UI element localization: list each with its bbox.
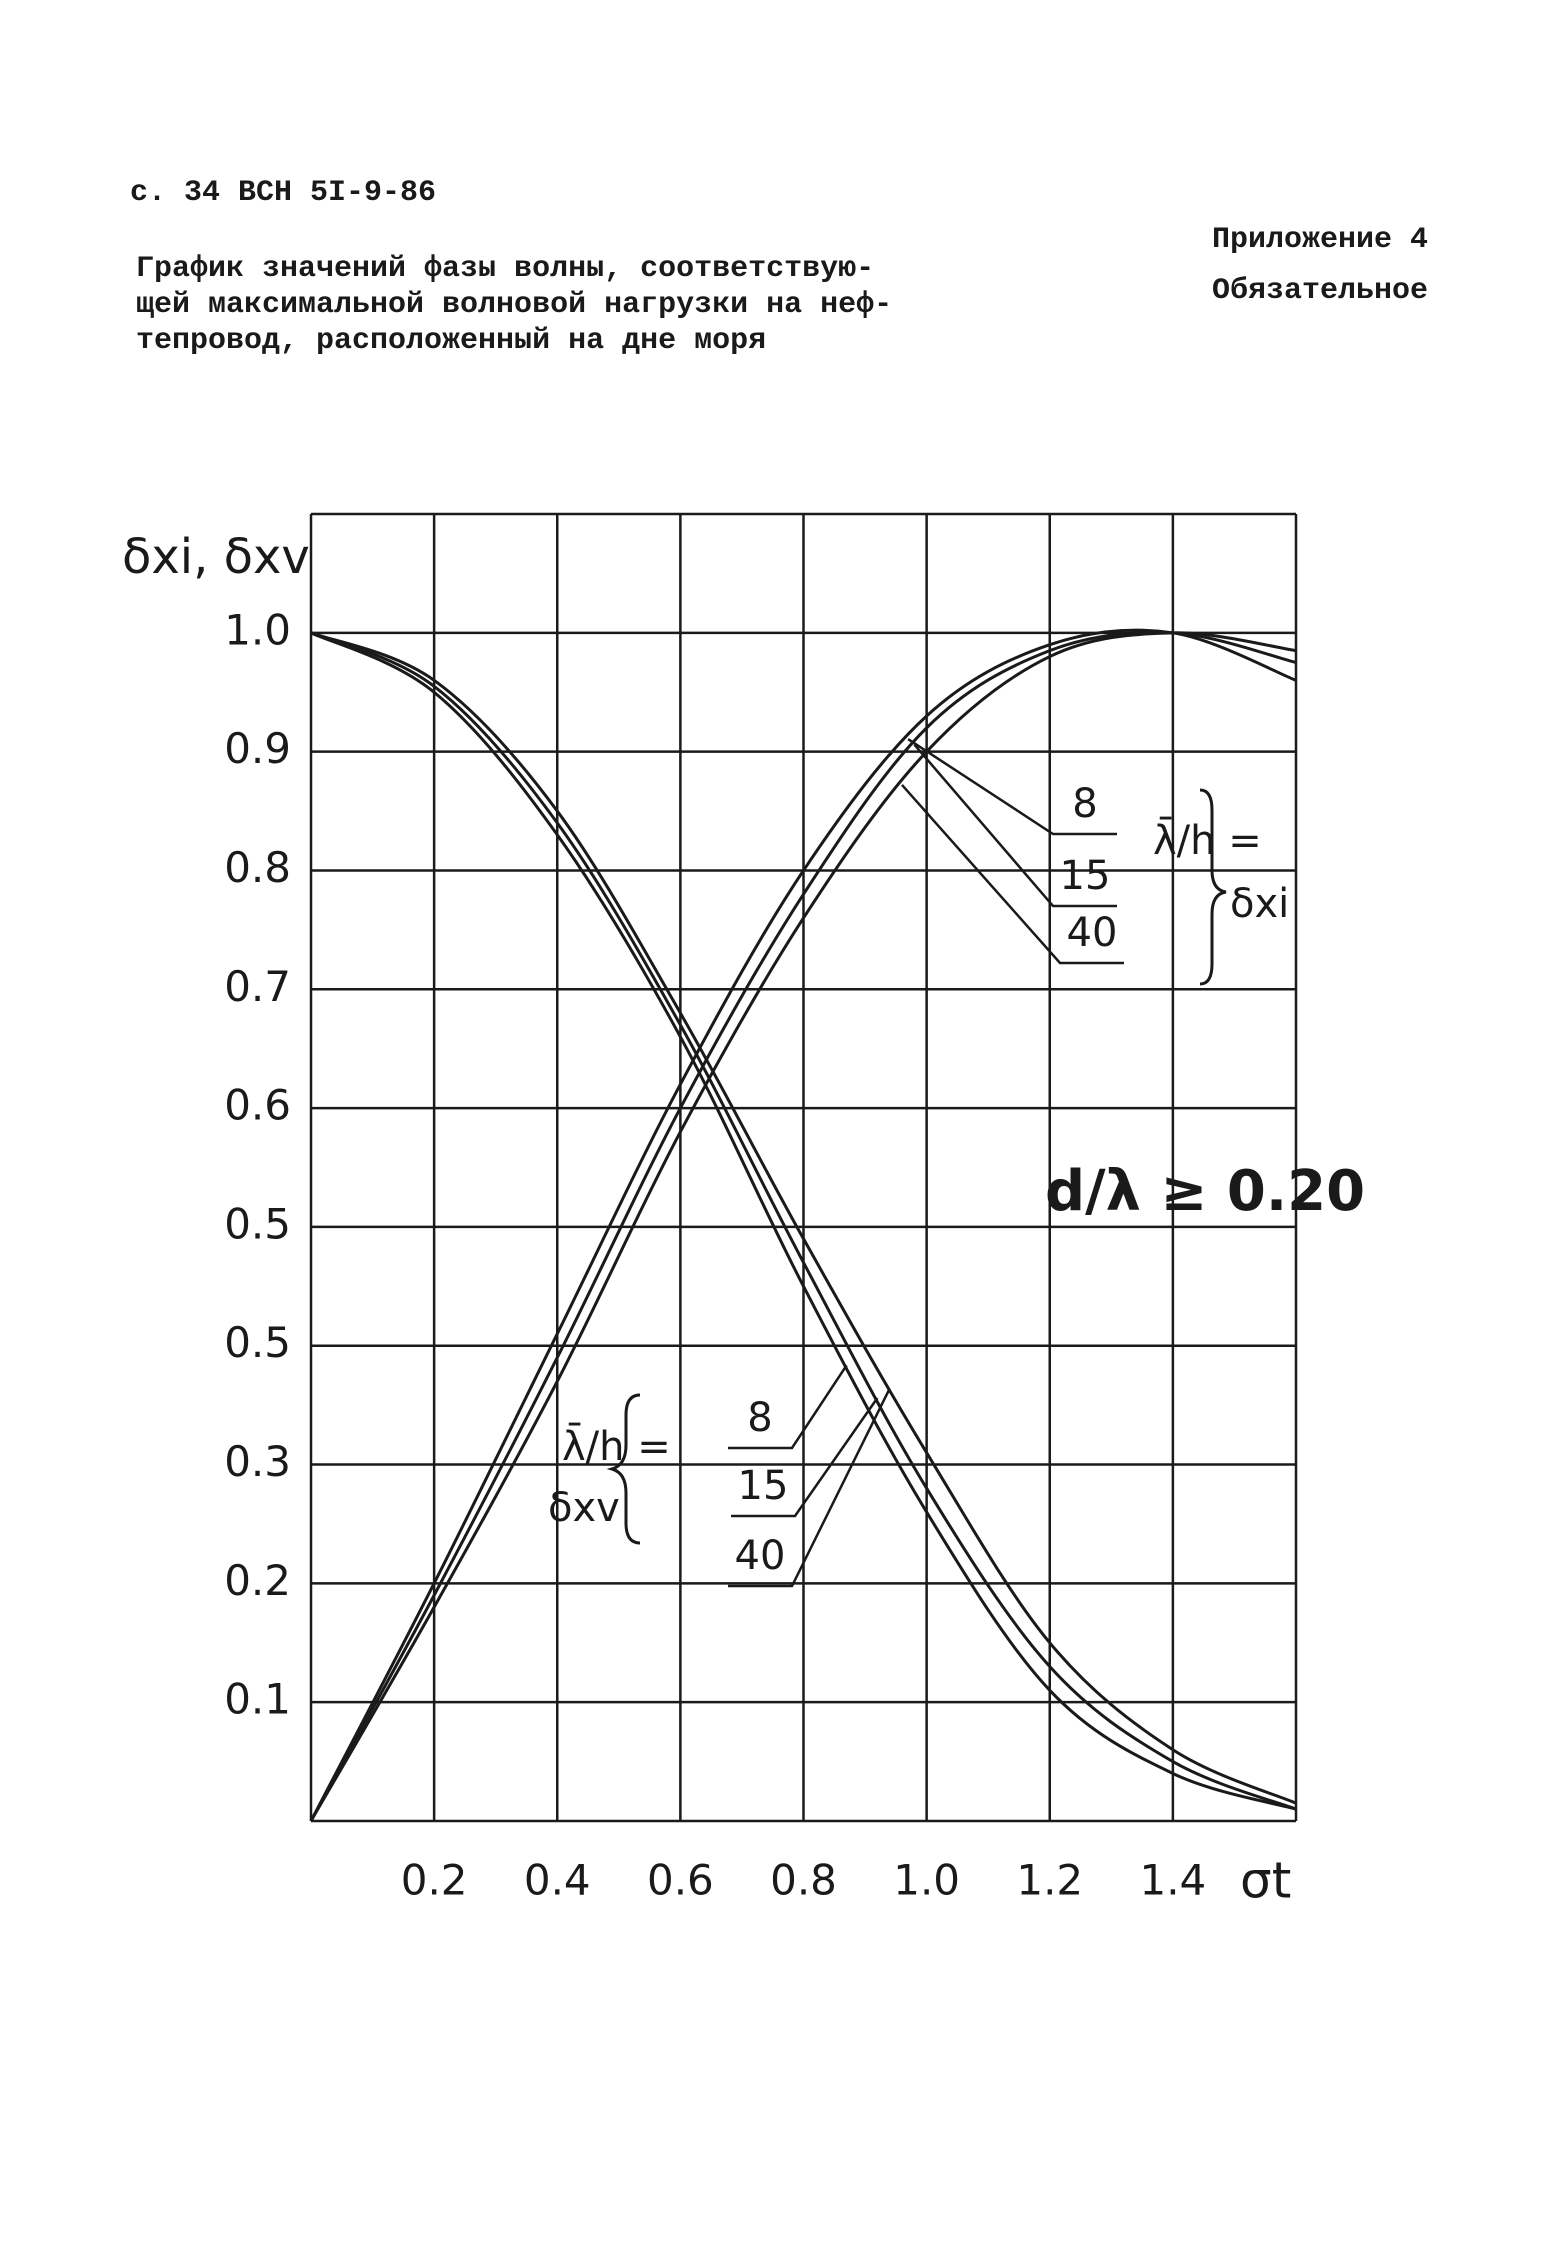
series-label: 40	[1067, 910, 1118, 956]
leader-line	[901, 784, 1124, 965]
series-label: 40	[735, 1533, 786, 1579]
leader-line	[728, 1387, 891, 1588]
y-tick-label: 0.6	[224, 1081, 291, 1130]
y-tick-label: 0.7	[224, 962, 291, 1011]
series-line	[310, 631, 1297, 1805]
x-tick-label: 1.4	[1139, 1856, 1206, 1905]
ratio-label: λ̄/h =	[562, 1422, 671, 1470]
y-tick-label: 0.3	[224, 1437, 291, 1486]
y-tick-label: 1.0	[224, 605, 291, 654]
x-tick-label: 0.6	[647, 1856, 714, 1905]
series-line	[309, 628, 1297, 1822]
x-tick-label: 1.0	[893, 1856, 960, 1905]
series-label: 8	[747, 1395, 772, 1441]
leader-line	[731, 1397, 879, 1518]
group-label: δxv	[548, 1485, 620, 1531]
y-tick-label: 0.9	[224, 724, 291, 773]
leader-line	[907, 738, 1117, 836]
title-line: График значений фазы волны, соответствую…	[136, 252, 874, 286]
leader-line	[728, 1364, 848, 1450]
y-axis-label: δxi, δxv	[122, 529, 310, 585]
series-label: 15	[1060, 853, 1111, 899]
y-tick-label: 0.1	[224, 1675, 291, 1724]
series-label: 8	[1072, 781, 1097, 827]
series-line	[310, 631, 1297, 1811]
y-tick-label: 0.8	[224, 843, 291, 892]
brace	[1199, 788, 1227, 986]
x-axis-label: σt	[1240, 1852, 1291, 1910]
page-number: с. 34 ВСН 5I-9-86	[130, 176, 436, 210]
status: Обязательное	[1212, 274, 1428, 308]
series-line	[310, 631, 1297, 1811]
x-tick-label: 1.2	[1016, 1856, 1083, 1905]
y-tick-label: 0.5	[224, 1199, 291, 1248]
brace	[606, 1393, 641, 1545]
appendix: Приложение 4	[1212, 223, 1428, 257]
condition: d/λ ≥ 0.20	[1045, 1159, 1365, 1224]
x-tick-label: 0.4	[524, 1856, 591, 1905]
title-line: тепровод, расположенный на дне моря	[136, 324, 766, 358]
y-tick-label: 0.5	[224, 1318, 291, 1367]
series-line	[309, 630, 1297, 1822]
series-line	[309, 631, 1297, 1822]
title-line: щей максимальной волновой нагрузки на не…	[136, 288, 892, 322]
ratio-label: λ̄/h =	[1153, 816, 1262, 864]
x-tick-label: 0.8	[770, 1856, 837, 1905]
y-tick-label: 0.2	[224, 1556, 291, 1605]
group-label: δxi	[1230, 881, 1289, 927]
x-tick-label: 0.2	[401, 1856, 468, 1905]
leader-line	[913, 743, 1117, 908]
series-label: 15	[738, 1463, 789, 1509]
